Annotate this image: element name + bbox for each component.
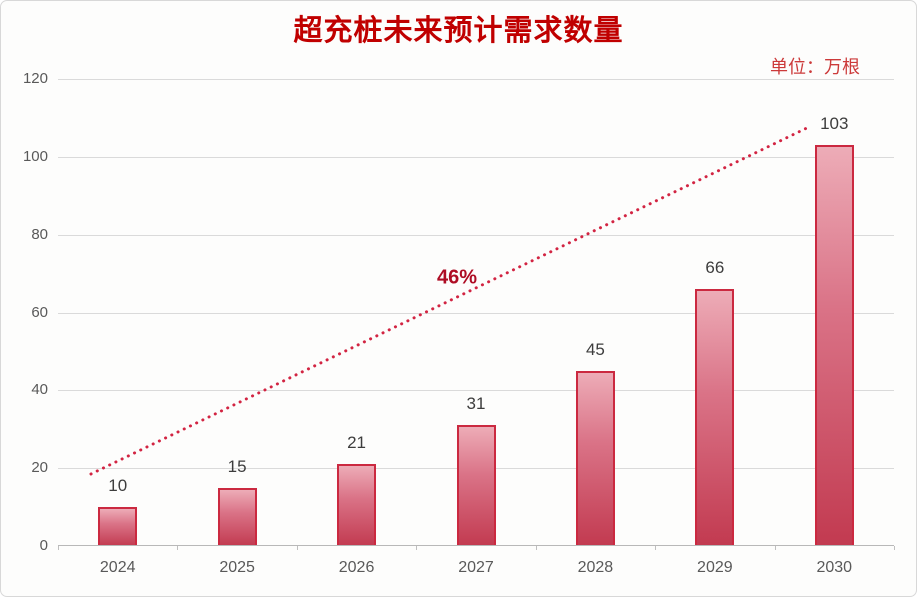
y-tick-label: 120: [22, 70, 48, 87]
bar: [814, 145, 854, 546]
bar-value-label: 66: [705, 258, 725, 278]
gridline: [58, 79, 894, 80]
x-tick-label: 2026: [338, 559, 375, 576]
bar: [575, 370, 615, 546]
x-tick-label: 2024: [99, 559, 136, 576]
bar: [695, 289, 735, 546]
bar-value-label: 31: [466, 394, 486, 414]
bar: [456, 425, 496, 546]
axis-tick: [774, 546, 776, 550]
x-tick-label: 2027: [458, 559, 494, 576]
y-tick-label: 60: [31, 303, 48, 321]
y-tick-label: 80: [31, 225, 48, 243]
unit-label: 单位：万根: [770, 57, 860, 77]
axis-tick: [416, 546, 418, 550]
y-tick-label: 100: [22, 147, 48, 165]
trend-line: [89, 124, 813, 476]
bar-value-label: 45: [585, 339, 605, 359]
bar: [217, 487, 257, 546]
axis-tick: [296, 546, 298, 550]
axis-tick: [894, 546, 895, 550]
bar-value-label: 103: [820, 114, 849, 134]
gridline: [58, 312, 894, 314]
gridline: [58, 390, 894, 392]
growth-rate-label: 46%: [436, 266, 478, 289]
bar: [337, 464, 377, 546]
gridline: [58, 156, 894, 158]
plot-area: 10 15 21 31 45 66 103 46%: [58, 79, 895, 550]
axis-tick: [58, 546, 59, 550]
axis-tick: [655, 546, 657, 550]
x-tick-label: 2025: [219, 559, 255, 576]
axis-tick: [535, 546, 537, 550]
y-tick-label: 0: [39, 537, 48, 554]
bar-value-label: 21: [347, 433, 367, 453]
x-tick-label: 2029: [697, 559, 733, 576]
bar-value-label: 10: [108, 476, 128, 496]
x-tick-label: 2030: [816, 559, 853, 576]
bar-value-label: 15: [227, 456, 247, 476]
x-tick-label: 2028: [577, 559, 614, 576]
gridline: [58, 234, 894, 236]
y-tick-label: 40: [31, 381, 48, 399]
x-axis-line: [58, 545, 894, 546]
axis-tick: [177, 546, 179, 550]
y-tick-label: 20: [31, 459, 48, 477]
chart-title: 超充桩未来预计需求数量: [293, 15, 624, 47]
bar: [98, 507, 138, 546]
